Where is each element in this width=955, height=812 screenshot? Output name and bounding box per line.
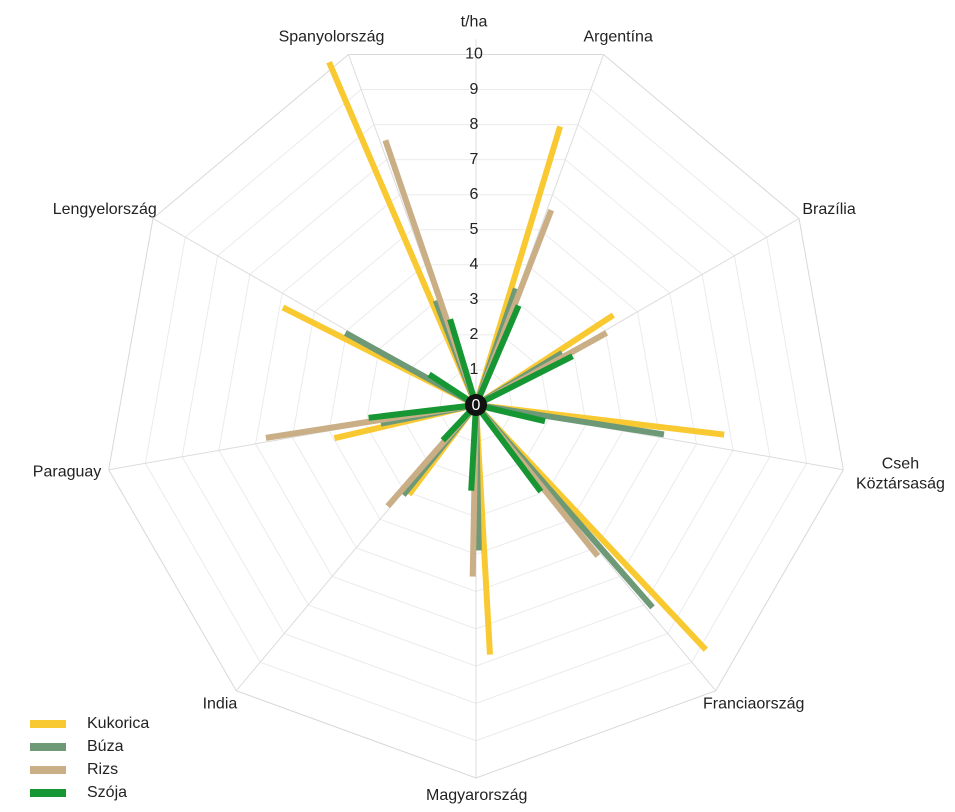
grid-ring — [108, 53, 844, 779]
bar — [474, 353, 574, 408]
y-tick-label: 0 — [472, 397, 481, 414]
bar — [468, 404, 479, 491]
legend-label: Búza — [87, 738, 124, 755]
category-label: Cseh Köztársaság — [855, 455, 945, 493]
grid-ring — [144, 89, 808, 742]
y-tick-label: 10 — [465, 46, 483, 63]
category-label: Brazília — [802, 200, 856, 218]
legend-label: Szója — [87, 784, 127, 801]
category-label: Magyarország — [426, 787, 528, 804]
y-tick-label: 9 — [470, 81, 479, 98]
y-tick-label: 3 — [470, 291, 479, 308]
bar — [473, 403, 544, 494]
category-label: India — [202, 695, 238, 713]
legend-label: Kukorica — [87, 715, 149, 732]
y-tick-label: 2 — [470, 326, 479, 343]
bar — [473, 304, 522, 407]
bar — [475, 402, 546, 425]
category-label: Lengyelország — [52, 200, 157, 218]
y-tick-label: 6 — [470, 186, 479, 203]
category-label: Spanyolország — [278, 28, 385, 46]
y-tick-label: 8 — [470, 116, 479, 133]
category-label: Franciaország — [703, 695, 805, 713]
y-tick-label: 1 — [470, 361, 479, 378]
y-tick-label: 4 — [470, 256, 479, 273]
legend-swatch — [30, 743, 66, 751]
grid-ring — [365, 299, 587, 518]
bar — [447, 318, 479, 406]
legend-label: Rizs — [87, 761, 118, 778]
legend-swatch — [30, 789, 66, 797]
category-label: Argentína — [583, 28, 653, 46]
legend-swatch — [30, 720, 66, 728]
y-tick-label: 5 — [470, 221, 479, 238]
center-dot — [465, 394, 487, 416]
axis-label: t/ha — [461, 14, 488, 31]
grid-ring — [438, 369, 514, 443]
category-label: Paraguay — [32, 463, 102, 481]
grid-ring — [402, 334, 550, 481]
grid-ring — [218, 159, 734, 667]
grid-ring — [291, 229, 661, 593]
grid-ring — [255, 194, 697, 630]
y-tick-label: 7 — [470, 151, 479, 168]
grid-ring — [328, 264, 624, 555]
bar — [368, 402, 477, 421]
legend-swatch — [30, 766, 66, 774]
grid-ring — [181, 124, 771, 704]
